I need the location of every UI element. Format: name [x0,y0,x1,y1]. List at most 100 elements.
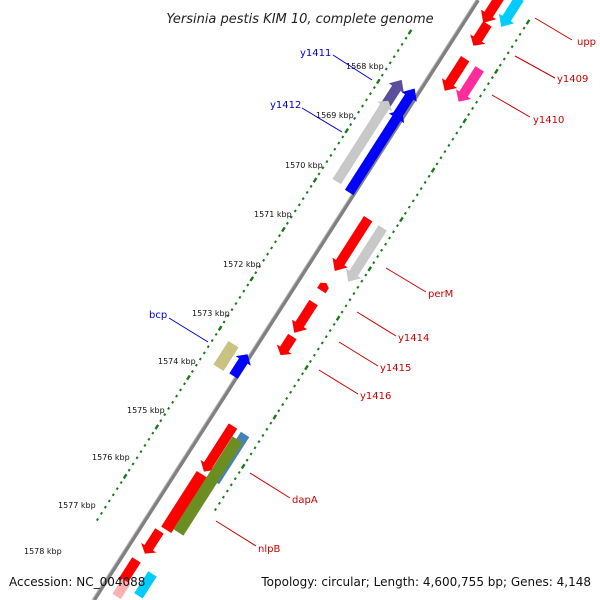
gene-label-nlpB[interactable]: nlpB [258,544,280,555]
position-labels: 1568 kbp 1569 kbp 1570 kbp 1571 kbp 1572… [24,62,384,556]
tick-mark [217,501,221,505]
gene-label-y1410[interactable]: y1410 [533,115,564,126]
tick-mark [183,382,186,386]
tick-mark [328,329,332,333]
tick-mark [190,369,194,373]
gene-block[interactable] [329,96,396,187]
gene-label-y1411[interactable]: y1411 [300,48,331,59]
gene-label-y1416[interactable]: y1416 [360,391,391,402]
tick-mark [372,261,376,265]
tick-mark [213,507,217,512]
tick-mark [225,489,229,493]
tick-mark [384,67,388,71]
gene-block[interactable] [161,470,207,534]
tick-mark [430,167,436,173]
gene-label-upp[interactable]: upp [577,37,596,48]
gene-label-bcp[interactable]: bcp [149,310,167,321]
tick-mark [249,452,253,456]
tick-mark [257,440,261,444]
tick-mark [341,135,345,139]
tick-mark [240,463,246,470]
tick-mark [451,137,455,141]
gene-label-y1414[interactable]: y1414 [398,333,429,344]
tick-mark [242,289,246,293]
gene-label-perM[interactable]: perM [428,289,453,300]
gene-block[interactable] [494,0,527,32]
genome-backbone [92,0,480,600]
gene-block[interactable] [437,54,473,96]
tick-mark [514,38,518,43]
tick-mark [147,437,151,441]
tick-mark [486,82,490,86]
tick-mark [237,470,241,475]
tick-mark [459,125,463,129]
tick-mark [198,357,202,361]
tick-mark [210,339,214,343]
tick-mark [143,443,147,448]
gene-block[interactable] [287,298,322,338]
tick-mark [498,63,502,67]
tick-mark [367,266,373,272]
gene-label-dapA[interactable]: dapA [292,495,318,506]
tick-mark [309,184,313,188]
tick-mark [427,174,431,178]
tick-mark [270,246,274,250]
tick-mark [95,517,99,522]
tick-mark [179,388,183,392]
gene-block[interactable] [342,105,410,197]
tick-mark [159,419,163,423]
tick-mark [261,433,265,438]
tick-mark [388,61,392,65]
gene-block[interactable] [137,526,167,558]
gene-block[interactable] [466,19,495,51]
gene-block[interactable] [451,64,487,107]
tick-mark [400,42,404,46]
tick-mark [293,384,297,388]
tick-mark [353,116,357,120]
tick-mark [281,226,286,233]
tick-mark [226,314,230,318]
gene-block[interactable] [476,0,509,28]
tick-mark [297,203,301,207]
tick-mark [471,106,475,110]
tick-mark [349,123,353,127]
tick-mark [277,234,281,238]
tick-mark [167,406,171,410]
tick-mark [340,310,344,314]
tick-mark [289,390,293,394]
gene-block[interactable] [341,223,391,287]
gene-block[interactable] [317,280,330,294]
gene-block[interactable] [213,340,239,372]
tick-mark [115,487,119,491]
tick-mark [375,78,381,85]
tick-mark [518,32,522,36]
tick-mark [356,285,360,289]
tick-mark [131,462,135,466]
tick-mark [320,341,324,345]
gene-block[interactable] [134,571,157,599]
tick-mark [103,505,107,509]
gene-label-y1412[interactable]: y1412 [270,100,301,111]
gene-block[interactable] [226,349,255,381]
kbp-label: 1573 kbp [192,309,230,318]
gene-block[interactable] [327,214,376,276]
tick-mark [337,141,341,145]
tick-mark [246,283,250,287]
tick-mark [403,211,407,215]
tick-mark [455,131,459,135]
gene-block[interactable] [196,421,240,476]
gene-label-y1415[interactable]: y1415 [380,363,411,374]
tick-mark [502,57,506,61]
gene-block[interactable] [173,436,243,536]
gene-label-y1409[interactable]: y1409 [557,74,588,85]
genome-backbone-highlight [91,0,477,600]
tick-mark [249,276,255,282]
gene-block[interactable] [112,578,131,600]
tick-mark [316,347,320,351]
tick-mark [364,98,368,102]
tick-mark [525,19,531,25]
tick-mark [384,242,388,246]
gene-block[interactable] [273,332,300,360]
gene-block[interactable] [118,557,141,585]
